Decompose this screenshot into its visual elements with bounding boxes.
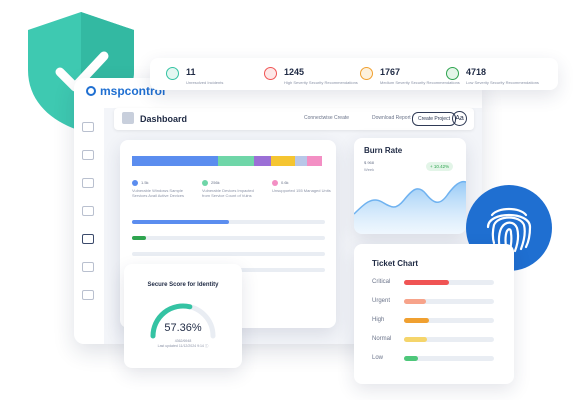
stat-value: 11: [186, 67, 196, 77]
ticket-fill-critical: [404, 280, 449, 285]
sidebar: [74, 108, 104, 344]
legend-text: Vulnerable Windows Sample Services Avail…: [132, 188, 184, 198]
secure-score-value: 57.36%: [164, 322, 202, 334]
page-title: Dashboard: [140, 114, 188, 124]
ticket-track: [404, 280, 494, 285]
ticket-label-urgent: Urgent: [372, 298, 391, 304]
stack-segment-2: [253, 156, 271, 166]
dashboard-header: Dashboard Connectwise Create Download Re…: [114, 108, 474, 130]
text-size-button[interactable]: Aa: [452, 111, 467, 126]
burn-rate-line: [354, 180, 466, 215]
stat-desc: Unresolved Incidents: [186, 80, 224, 85]
logo-icon: [86, 86, 96, 96]
stack-segment-3: [270, 156, 296, 166]
legend-value: 256k: [211, 180, 220, 185]
ticket-label-low: Low: [372, 355, 384, 361]
ticket-fill-low: [404, 356, 418, 361]
stat-value: 1767: [380, 67, 401, 77]
secure-score-card: Secure Score for Identity 57.36% 4362/69…: [124, 264, 242, 368]
ticket-fill-high: [404, 318, 430, 323]
folder-icon[interactable]: [82, 150, 94, 160]
low-severity-icon: [446, 67, 459, 80]
burn-rate-value: $ 968: [364, 160, 375, 165]
monitor-icon[interactable]: [82, 262, 94, 272]
ticket-label-normal: Normal: [372, 336, 392, 342]
stat-value: 1245: [284, 67, 305, 77]
medium-severity-icon: [360, 67, 373, 80]
stat-desc: Medium Severity Security Recommendations: [380, 80, 460, 85]
download-report-link[interactable]: Download Report: [372, 115, 411, 121]
ticket-chart-title: Ticket Chart: [372, 259, 419, 268]
cloud-icon[interactable]: [82, 206, 94, 216]
ticket-track: [404, 318, 494, 323]
progress-track: [132, 220, 325, 224]
incident-icon: [166, 67, 179, 80]
ticket-chart-card: Ticket Chart Critical Urgent High Normal…: [354, 244, 514, 384]
brand-name: mspcontrol: [100, 84, 166, 98]
stack-segment-1: [217, 156, 254, 166]
legend-dot: [202, 180, 208, 186]
legend-text: Vulnerable Devices Impacted from Service…: [202, 188, 254, 198]
progress-track: [132, 252, 325, 256]
legend-text: Unsupported 155 Managed Units: [272, 188, 331, 193]
legend-dot: [132, 180, 138, 186]
users-icon[interactable]: [82, 234, 94, 244]
ticket-fill-urgent: [404, 299, 426, 304]
trash-icon[interactable]: [82, 290, 94, 300]
ticket-label-high: High: [372, 317, 385, 323]
stack-segment-5: [306, 156, 322, 166]
burn-rate-area: [354, 181, 466, 234]
secure-score-subtitle: 4362/6948 Last updated 11/12/2024 9:14 ⓘ: [124, 339, 242, 349]
connectwise-link[interactable]: Connectwise Create: [304, 115, 350, 121]
stack-segment-4: [295, 156, 307, 166]
legend-dot: [272, 180, 278, 186]
document-icon[interactable]: [82, 178, 94, 188]
progress-fill: [132, 236, 146, 240]
create-project-button[interactable]: Create Project: [412, 112, 456, 126]
burn-rate-title: Burn Rate: [364, 146, 403, 155]
ticket-label-critical: Critical: [372, 279, 391, 285]
burn-rate-period: Week: [364, 167, 375, 172]
high-severity-icon: [264, 67, 277, 80]
stat-value: 4718: [466, 67, 487, 77]
ticket-track: [404, 299, 494, 304]
progress-fill: [132, 220, 229, 224]
secure-score-title: Secure Score for Identity: [147, 282, 219, 288]
stats-bar: 11 Unresolved Incidents 1245 High Severi…: [150, 58, 558, 90]
ticket-track: [404, 356, 494, 361]
burn-rate-card: Burn Rate $ 968 Week + 10.42%: [354, 138, 466, 234]
stack-segment-0: [132, 156, 218, 166]
burn-rate-badge: + 10.42%: [426, 162, 454, 171]
secure-score-updated: Last updated 11/12/2024 9:14 ⓘ: [157, 344, 209, 348]
legend-value: 1.5k: [141, 180, 149, 185]
stat-desc: High Severity Security Recommendations: [284, 80, 358, 85]
secure-score-gauge: [150, 303, 216, 339]
home-icon[interactable]: [82, 122, 94, 132]
ticket-fill-normal: [404, 337, 427, 342]
secure-score-count: 4362/6948: [174, 339, 192, 343]
ticket-track: [404, 337, 494, 342]
stacked-bar: [132, 156, 322, 166]
dashboard-icon: [122, 112, 134, 124]
gauge-fill: [150, 303, 193, 339]
brand-logo[interactable]: mspcontrol: [86, 84, 165, 98]
burn-rate-area-chart: [354, 180, 466, 234]
stat-desc: Low Severity Security Recommendations: [466, 80, 539, 85]
progress-track: [132, 236, 325, 240]
legend-value: 0.6k: [281, 180, 289, 185]
